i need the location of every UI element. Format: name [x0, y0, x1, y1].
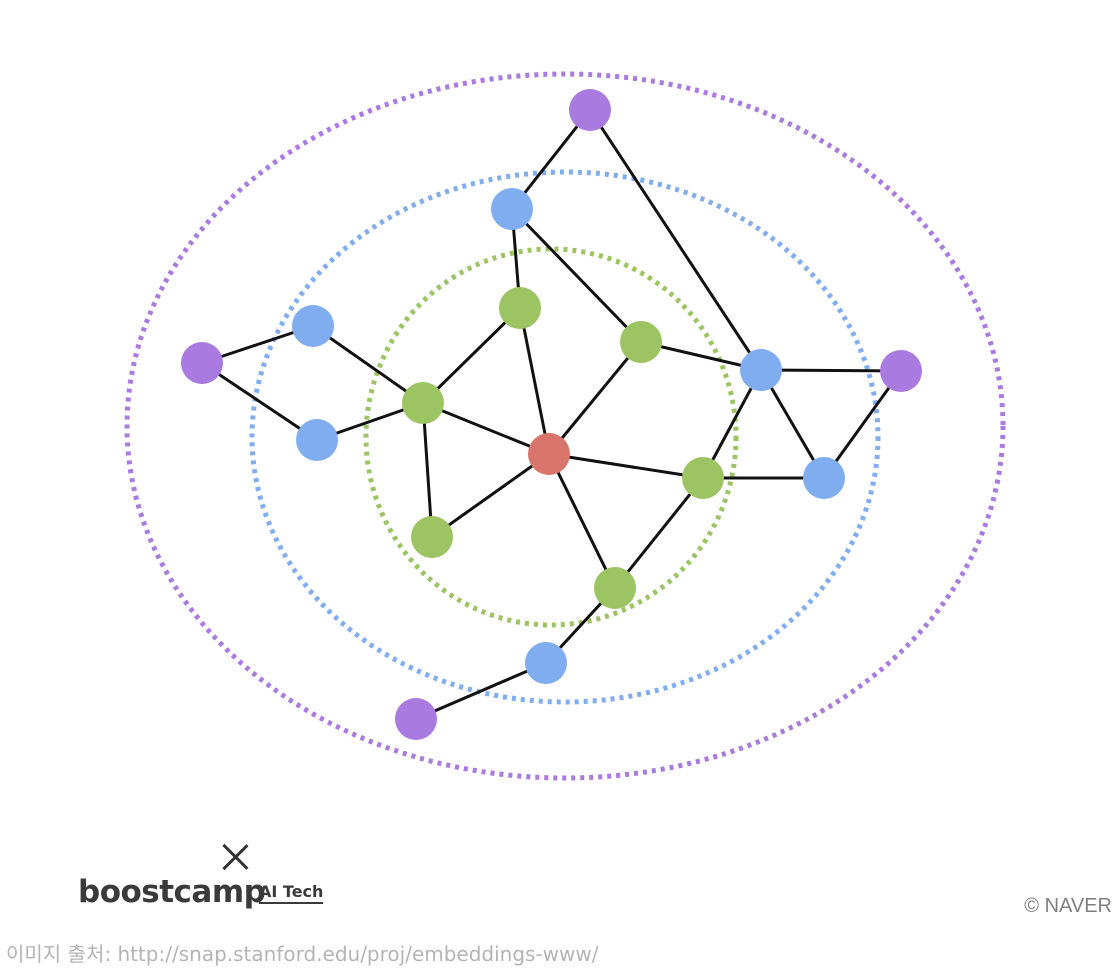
boostcamp-logo: boostcamp AI Tech — [78, 836, 338, 916]
edge-g3-g4 — [421, 401, 434, 539]
edge-b1-p1 — [510, 108, 592, 211]
node-hop3-p3 — [880, 350, 922, 392]
edge-g3-b2 — [311, 324, 425, 405]
edge-g2-b1 — [510, 207, 643, 344]
edge-c-g1 — [518, 306, 551, 456]
edge-b5-p3 — [822, 369, 903, 480]
node-hop3-p1 — [569, 89, 611, 131]
node-hop1-g1 — [499, 287, 541, 329]
edge-b6-p4 — [414, 661, 548, 721]
node-center-c — [528, 433, 570, 475]
node-hop3-p4 — [395, 698, 437, 740]
node-hop2-b3 — [296, 419, 338, 461]
node-hop1-g2 — [620, 321, 662, 363]
edge-b4-p3 — [759, 368, 903, 373]
edge-c-g2 — [547, 340, 643, 456]
edge-b3-p2 — [200, 361, 319, 442]
edge-c-g5 — [547, 452, 705, 480]
node-hop2-b5 — [803, 457, 845, 499]
graph-diagram — [124, 71, 1006, 781]
edge-c-g3 — [421, 401, 551, 456]
image-source-credit: 이미지 출처: http://snap.stanford.edu/proj/em… — [6, 942, 599, 966]
node-hop1-g5 — [682, 457, 724, 499]
hop-3-ring — [124, 71, 1006, 781]
graph-nodes — [181, 89, 922, 740]
edge-g6-g5 — [613, 476, 705, 590]
node-hop2-b6 — [525, 642, 567, 684]
hop-rings — [124, 71, 1006, 781]
logo-sub-text: AI Tech — [259, 882, 324, 904]
node-hop1-g4 — [411, 516, 453, 558]
edge-c-g6 — [547, 452, 617, 590]
graph-edges — [200, 108, 903, 721]
node-hop2-b1 — [491, 188, 533, 230]
node-hop1-g3 — [402, 382, 444, 424]
copyright-text: © NAVER — [1024, 895, 1112, 917]
hop-2-ring — [249, 169, 881, 705]
node-hop2-b2 — [292, 305, 334, 347]
logo-main-text: boostcamp — [78, 874, 266, 910]
node-hop2-b4 — [740, 349, 782, 391]
node-hop1-g6 — [594, 567, 636, 609]
edge-b4-p1 — [588, 108, 763, 372]
edge-c-g4 — [430, 452, 551, 539]
hop-1-ring — [363, 246, 739, 628]
node-hop3-p2 — [181, 342, 223, 384]
close-x-icon — [218, 840, 252, 874]
edge-g1-g3 — [421, 306, 522, 405]
